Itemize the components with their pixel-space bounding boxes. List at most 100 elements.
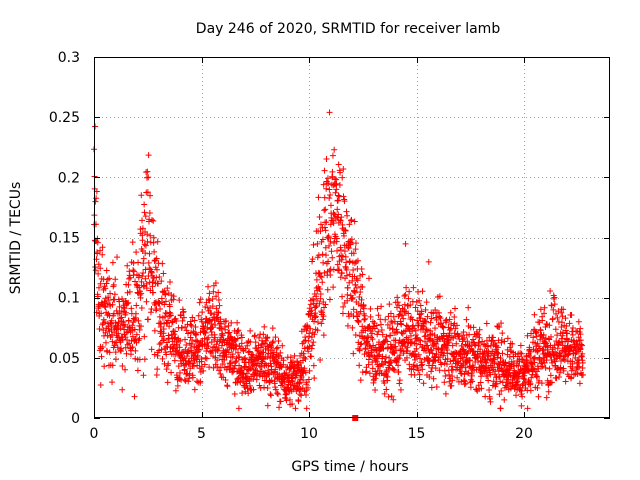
data-point: [189, 314, 196, 321]
data-point: [545, 388, 552, 395]
data-point: [377, 321, 384, 328]
data-point: [287, 381, 294, 388]
data-point: [344, 297, 351, 304]
data-point: [303, 327, 310, 334]
data-point: [299, 384, 306, 391]
data-point: [359, 271, 366, 278]
data-point: [141, 201, 148, 208]
data-point: [556, 373, 563, 380]
data-point: [402, 240, 409, 247]
data-point: [143, 285, 150, 292]
data-point: [242, 354, 249, 361]
data-point: [148, 268, 155, 275]
data-point: [154, 366, 161, 373]
data-point: [109, 301, 116, 308]
data-point: [477, 379, 484, 386]
data-point: [98, 310, 105, 317]
data-point: [513, 379, 520, 386]
data-point: [310, 295, 317, 302]
data-point: [344, 212, 351, 219]
data-point: [114, 254, 121, 261]
data-point: [403, 284, 410, 291]
data-point: [174, 382, 181, 389]
data-point: [332, 189, 339, 196]
data-point: [417, 355, 424, 362]
data-point: [341, 232, 348, 239]
data-point: [310, 300, 317, 307]
data-point: [165, 317, 172, 324]
data-point: [109, 379, 116, 386]
data-point: [264, 402, 271, 409]
data-point: [163, 339, 170, 346]
data-point: [99, 344, 106, 351]
data-point: [181, 376, 188, 383]
data-point: [145, 316, 152, 323]
data-point: [143, 298, 150, 305]
data-point: [388, 393, 395, 400]
data-point: [554, 332, 561, 339]
data-point: [379, 331, 386, 338]
data-point: [272, 334, 279, 341]
data-point: [270, 338, 277, 345]
data-point: [295, 398, 302, 405]
data-point: [95, 284, 102, 291]
data-point: [322, 206, 329, 213]
data-point: [129, 344, 136, 351]
data-point: [372, 375, 379, 382]
data-point: [405, 310, 412, 317]
data-point: [315, 252, 322, 259]
data-point: [313, 276, 320, 283]
x-tick-label: 15: [408, 426, 426, 442]
data-point: [211, 334, 218, 341]
data-point: [395, 362, 402, 369]
data-point: [198, 318, 205, 325]
data-point: [442, 390, 449, 397]
data-point: [213, 293, 220, 300]
y-tick-label: 0.1: [58, 291, 80, 307]
data-point: [145, 174, 152, 181]
data-point: [381, 380, 388, 387]
data-point: [256, 334, 263, 341]
data-point: [547, 372, 554, 379]
data-point: [308, 307, 315, 314]
data-point: [347, 217, 354, 224]
data-point: [159, 260, 166, 267]
data-point: [203, 299, 210, 306]
data-point: [231, 336, 238, 343]
data-point: [381, 390, 388, 397]
data-point: [487, 342, 494, 349]
data-point: [318, 274, 325, 281]
data-point: [235, 354, 242, 361]
data-point: [225, 322, 232, 329]
data-point: [208, 320, 215, 327]
data-point: [148, 346, 155, 353]
data-point: [124, 262, 131, 269]
data-point: [219, 361, 226, 368]
data-point: [558, 323, 565, 330]
data-point: [155, 280, 162, 287]
data-point: [378, 303, 385, 310]
y-tick-label: 0.25: [49, 110, 80, 126]
data-point: [558, 319, 565, 326]
data-point: [392, 343, 399, 350]
x-tick-label: 0: [90, 426, 99, 442]
x-axis-label: GPS time / hours: [291, 459, 408, 475]
data-point: [124, 300, 131, 307]
data-point: [351, 260, 358, 267]
data-point: [111, 291, 118, 298]
data-point: [356, 362, 363, 369]
data-point: [475, 331, 482, 338]
data-point: [466, 357, 473, 364]
data-point: [520, 375, 527, 382]
data-point: [186, 370, 193, 377]
data-point: [409, 316, 416, 323]
data-point: [562, 327, 569, 334]
data-point: [155, 300, 162, 307]
data-point: [407, 302, 414, 309]
data-point: [422, 338, 429, 345]
data-point: [534, 348, 541, 355]
data-point: [420, 380, 427, 387]
data-point: [218, 325, 225, 332]
data-point: [112, 339, 119, 346]
data-point: [141, 241, 148, 248]
